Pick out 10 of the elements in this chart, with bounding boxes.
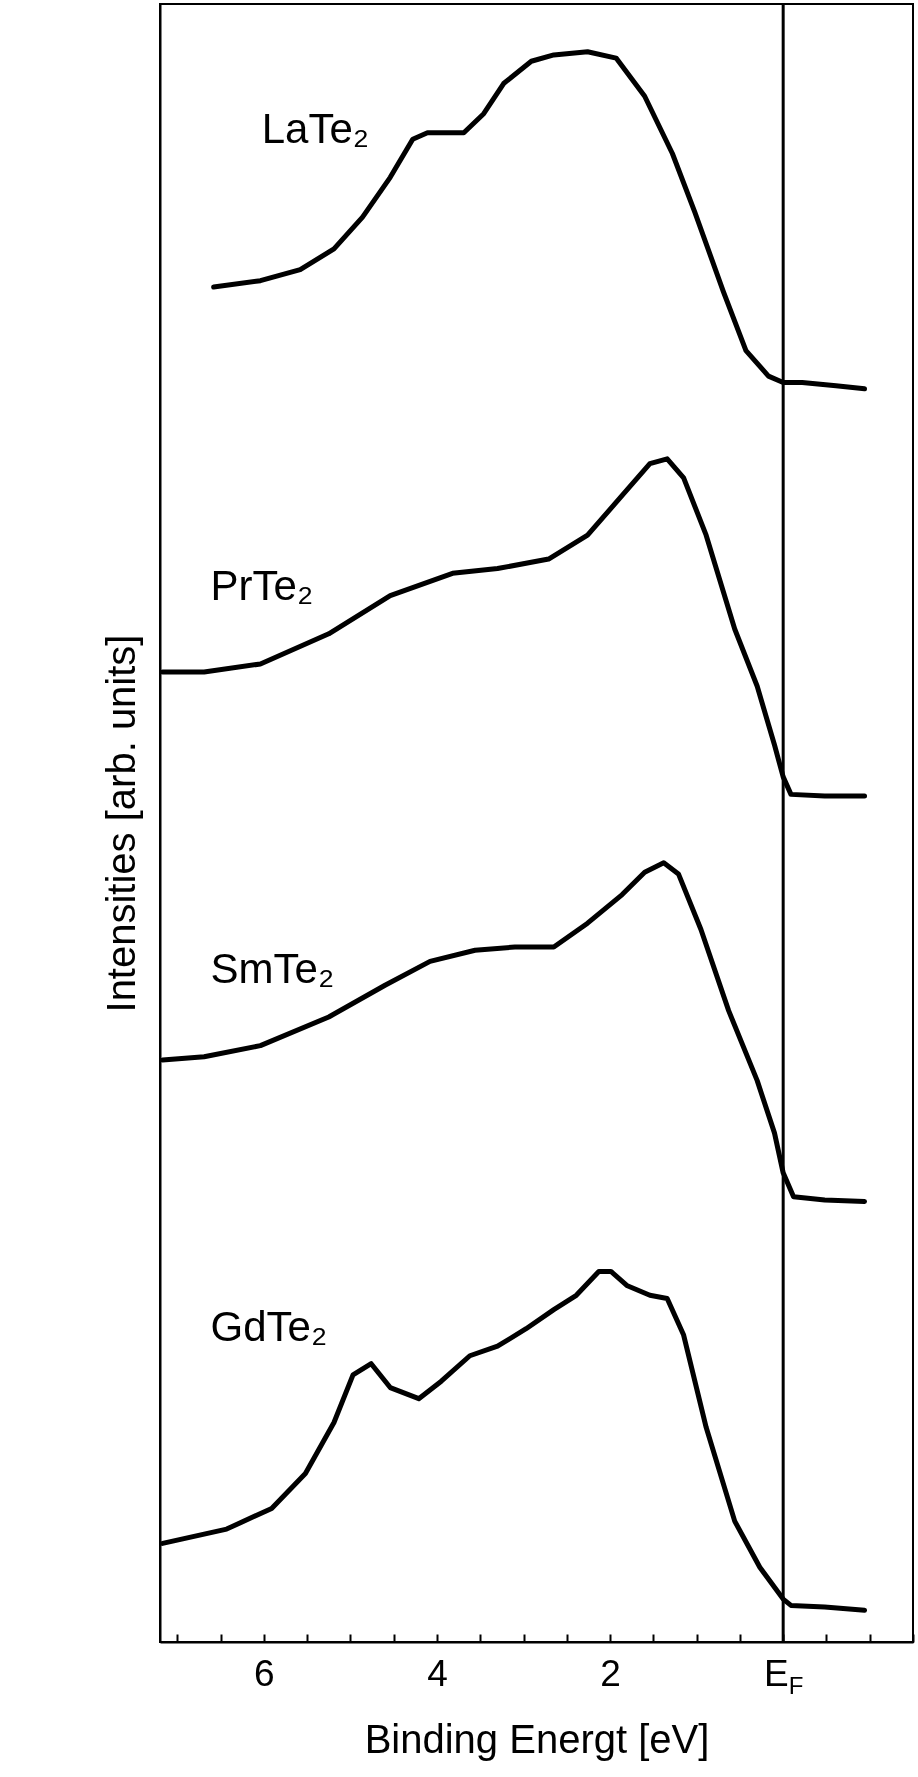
x-tick-label: 4 xyxy=(427,1652,448,1694)
y-axis-title: Intensities [arb. units] xyxy=(98,634,143,1013)
series-label: LaTe₂ xyxy=(261,105,370,153)
x-axis-title: Binding Energt [eV] xyxy=(364,1716,710,1761)
x-tick-label: 6 xyxy=(254,1652,275,1694)
x-tick-label: E$_{F}$ xyxy=(763,1652,804,1699)
series-label: SmTe₂ xyxy=(210,945,335,993)
x-tick-label: 2 xyxy=(600,1652,621,1694)
series-label: PrTe₂ xyxy=(210,561,314,609)
series-label: GdTe₂ xyxy=(210,1302,328,1350)
